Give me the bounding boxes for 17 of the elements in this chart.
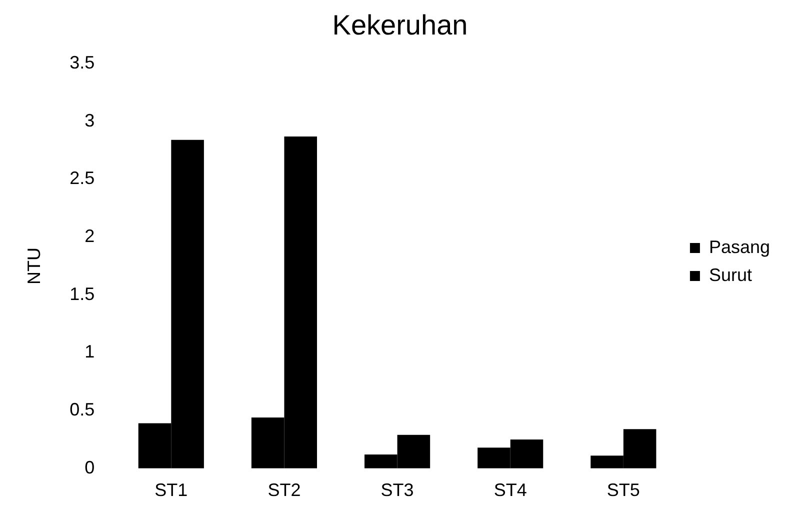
y-tick-label: 1 — [84, 342, 95, 362]
legend-label: Pasang — [708, 236, 770, 257]
x-tick-label: ST2 — [268, 480, 301, 500]
y-tick-label: 0.5 — [70, 400, 95, 420]
y-tick-label: 3.5 — [70, 52, 95, 73]
y-tick-label: 2.5 — [70, 168, 95, 188]
x-tick-label: ST5 — [606, 480, 640, 500]
y-tick-label: 2 — [84, 226, 95, 246]
y-tick-label: 0 — [84, 457, 95, 478]
legend-label: Surut — [708, 264, 752, 285]
y-axis-title: NTU — [24, 248, 44, 284]
y-tick-label: 3 — [84, 110, 95, 130]
x-tick-label: ST1 — [154, 480, 188, 500]
chart-title: Kekeruhan — [332, 10, 468, 41]
x-tick-label: ST4 — [494, 480, 527, 500]
y-tick-label: 1.5 — [70, 284, 95, 304]
x-tick-label: ST3 — [380, 480, 414, 500]
